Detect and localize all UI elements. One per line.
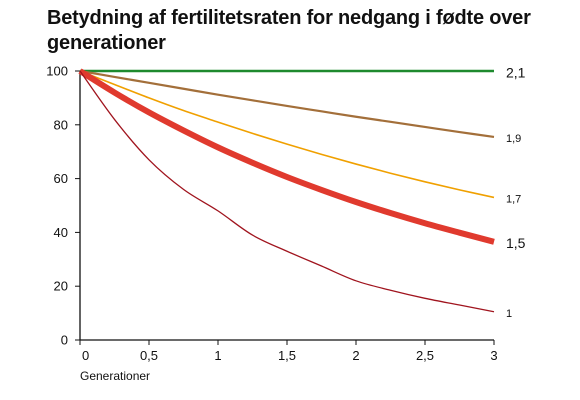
series-end-label: 1,9 <box>506 133 521 145</box>
y-tick-label: 0 <box>61 333 68 348</box>
x-tick-label: 2 <box>352 348 359 363</box>
y-tick-label: 100 <box>46 64 68 79</box>
x-tick-label: 1,5 <box>278 348 296 363</box>
series-line <box>79 70 495 313</box>
series-line <box>78 68 495 245</box>
x-tick-label: 0 <box>82 348 89 363</box>
y-tick-label: 60 <box>54 171 68 186</box>
series-labels: 2,1 1,9 1,7 1,5 1 <box>506 64 526 320</box>
series-end-label: 2,1 <box>506 64 526 80</box>
series-line <box>79 69 495 138</box>
series-end-label: 1 <box>506 308 512 320</box>
y-tick-label: 40 <box>54 225 68 240</box>
y-tick-label: 20 <box>54 279 68 294</box>
y-tick-label: 80 <box>54 117 68 132</box>
series-end-label: 1,5 <box>506 235 526 251</box>
axes: 0 20 40 60 80 100 0 0,5 1 1,5 2 2,5 3 <box>46 64 497 364</box>
series-line <box>79 70 495 199</box>
series-lines <box>78 68 495 313</box>
series-end-label: 1,7 <box>506 194 521 206</box>
x-axis-label: Generationer <box>80 369 150 383</box>
x-tick-label: 2,5 <box>416 348 434 363</box>
chart-title: Betydning af fertilitetsraten for nedgan… <box>47 7 531 54</box>
x-tick-label: 3 <box>490 348 497 363</box>
x-tick-label: 1 <box>214 348 221 363</box>
x-tick-label: 0,5 <box>140 348 158 363</box>
